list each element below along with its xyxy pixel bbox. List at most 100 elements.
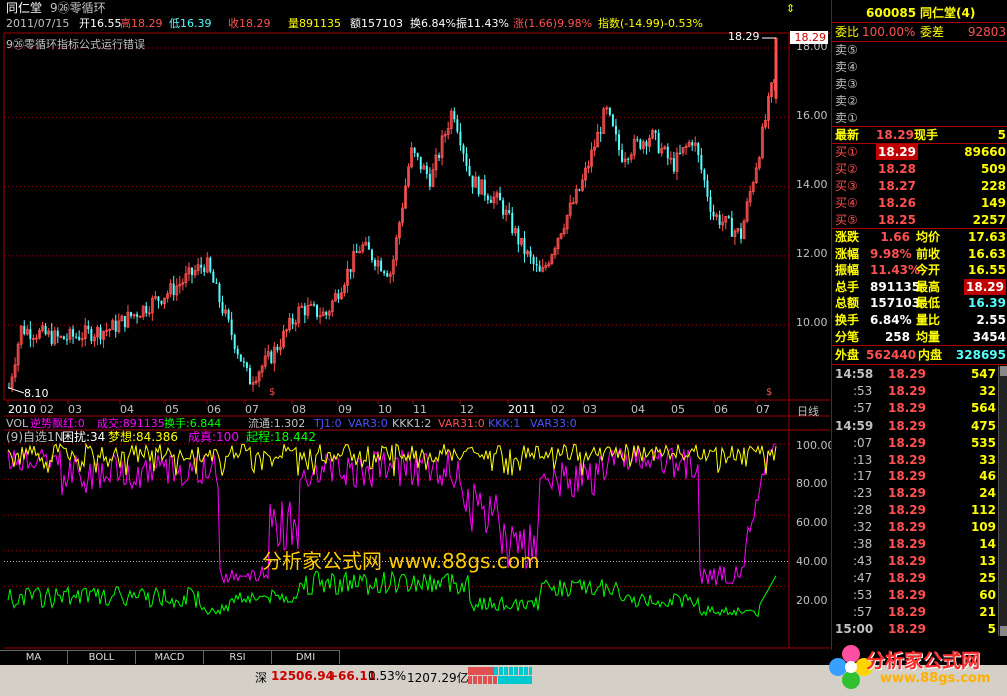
stat-value: 18.29: [964, 278, 1006, 295]
indicator-name: (9)自选1N: [6, 430, 64, 444]
s-signal-marker: $: [269, 387, 275, 398]
candle-body: [257, 371, 261, 382]
candle-body: [193, 270, 197, 276]
stat-value: 9.98%: [870, 246, 912, 261]
buy-row[interactable]: 买④ 18.26 149: [832, 195, 1006, 212]
candle-body: [288, 317, 292, 331]
candle-body: [456, 119, 459, 132]
lock-icon[interactable]: ⇕: [786, 2, 796, 15]
vol-item: KKK:1: [488, 417, 521, 430]
candle-body: [559, 233, 563, 239]
candle-body: [416, 153, 419, 157]
stat-label: 总手: [835, 279, 860, 294]
stat-label: 最低: [916, 296, 941, 311]
candle-body: [62, 336, 65, 340]
candle-body: [621, 149, 624, 162]
candle-body: [294, 322, 298, 325]
info-bar: 2011/07/15 开16.55 高18.29 低16.39 收18.29 量…: [0, 16, 830, 32]
candle-body: [330, 300, 334, 313]
candle-body: [218, 283, 221, 303]
scroll-down-icon[interactable]: [1000, 626, 1007, 636]
indicator-line-dream: [7, 443, 777, 586]
watermark-text: 分析家公式网 www.88gs.com: [262, 549, 540, 573]
stat-row: 换手 6.84% 量比 2.55: [832, 312, 1006, 329]
sell-row[interactable]: 卖①: [832, 110, 998, 127]
stat-value: 16.63: [968, 246, 1006, 261]
scroll-up-icon[interactable]: [1000, 366, 1007, 376]
buy-label: 买⑤: [835, 213, 858, 227]
candle-body: [221, 302, 224, 314]
indicator-axis-label: 100.00: [796, 439, 835, 452]
candle-body: [645, 141, 648, 147]
s-signal-marker: $: [766, 387, 772, 398]
candle-body: [10, 376, 14, 389]
tab-rsi[interactable]: RSI: [204, 650, 272, 664]
tab-macd[interactable]: MACD: [136, 650, 204, 664]
tick-scrollbar[interactable]: [998, 366, 1007, 636]
tick-price: 18.29: [888, 570, 926, 585]
candle-body: [263, 355, 267, 367]
tab-ma[interactable]: MA: [0, 650, 68, 664]
candle-body: [687, 141, 691, 147]
formula-name: 9㉖零循环: [50, 1, 106, 15]
candle-body: [757, 157, 761, 169]
info-high: 高18.29: [120, 17, 163, 30]
sell-row[interactable]: 卖②: [832, 93, 998, 110]
tab-boll[interactable]: BOLL: [68, 650, 136, 664]
candle-body: [587, 165, 590, 169]
candle-body: [438, 155, 441, 158]
sell-row[interactable]: 卖⑤: [832, 42, 998, 59]
period-label[interactable]: 日线: [797, 405, 819, 418]
market-breadth-bar: [468, 667, 532, 675]
candle-body: [196, 264, 200, 271]
candle-body: [648, 137, 651, 147]
indicator-item: 困扰:34: [62, 430, 106, 444]
candle-body: [684, 145, 688, 148]
tick-row: :07 18.29 535: [832, 435, 998, 452]
candle-body: [474, 176, 478, 188]
candle-body: [410, 147, 414, 168]
candle-body: [41, 325, 44, 331]
candle-body: [480, 179, 484, 195]
candle-body: [397, 222, 401, 239]
candle-body: [367, 242, 370, 250]
stat-row: 总额 157103 最低 16.39: [832, 295, 1006, 312]
candle-body: [123, 316, 126, 328]
x-axis-label: 03: [68, 403, 82, 416]
buy-row[interactable]: 买⑤ 18.25 2257: [832, 212, 1006, 229]
candlestick-chart[interactable]: $ $: [0, 0, 830, 650]
candle-body: [596, 131, 600, 148]
candle-body: [90, 329, 93, 341]
buy-row[interactable]: 买① 18.29 89660: [832, 144, 1006, 161]
buy-row[interactable]: 买③ 18.27 228: [832, 178, 1006, 195]
tick-time: :57: [853, 604, 873, 619]
stat-value: 258: [884, 329, 910, 344]
candle-body: [428, 173, 431, 187]
quote-panel: 600085 同仁堂(4) 委比 100.00% 委差 92803 卖⑤ 卖④ …: [831, 0, 1007, 650]
candle-body: [184, 273, 188, 284]
candle-body: [285, 329, 288, 332]
buy-volume: 228: [980, 179, 1006, 193]
candle-body: [44, 325, 47, 335]
candle-body: [733, 230, 737, 238]
chart-area[interactable]: $ $: [0, 0, 830, 650]
candle-body: [489, 199, 492, 203]
market-label: 深: [255, 671, 268, 685]
candle-body: [742, 220, 746, 240]
xianshou-label: 现手: [914, 128, 939, 142]
stat-label: 振幅: [835, 263, 860, 278]
sell-row[interactable]: 卖④: [832, 59, 998, 76]
info-amount: 额157103: [350, 17, 403, 30]
candle-body: [47, 330, 51, 335]
buy-row[interactable]: 买② 18.28 509: [832, 161, 1006, 178]
candle-body: [96, 326, 99, 338]
tick-price: 18.29: [888, 587, 926, 602]
sell-row[interactable]: 卖③: [832, 76, 998, 93]
candle-body: [718, 214, 721, 225]
candle-body: [697, 143, 700, 155]
tab-dmi[interactable]: DMI: [272, 650, 340, 664]
stat-row: 分笔 258 均量 3454: [832, 329, 1006, 346]
stat-value: 1.66: [880, 230, 910, 244]
candle-body: [679, 152, 681, 154]
low-price-label: 8.10: [24, 387, 49, 400]
